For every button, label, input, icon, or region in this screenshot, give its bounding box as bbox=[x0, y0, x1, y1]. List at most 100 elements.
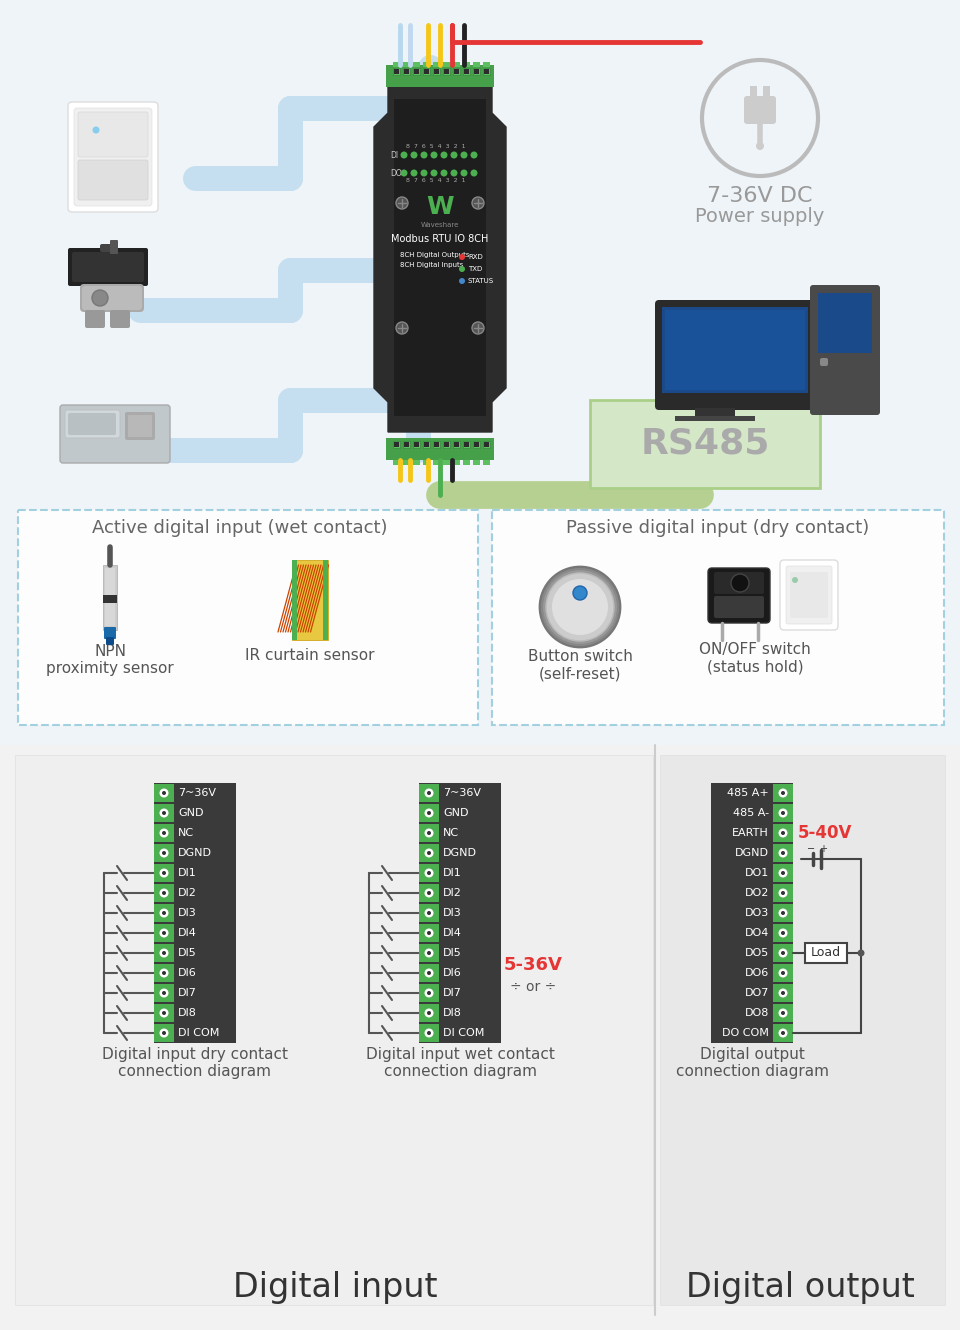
Bar bbox=[419, 864, 439, 882]
Bar bbox=[419, 783, 501, 1043]
Circle shape bbox=[159, 988, 169, 998]
Text: RXD: RXD bbox=[468, 254, 483, 259]
Bar bbox=[464, 442, 469, 447]
Text: Digital output
connection diagram: Digital output connection diagram bbox=[676, 1047, 828, 1079]
Text: Digital input dry contact
connection diagram: Digital input dry contact connection dia… bbox=[102, 1047, 288, 1079]
Text: 485 A+: 485 A+ bbox=[728, 787, 769, 798]
Circle shape bbox=[779, 908, 787, 918]
Text: NPN
proximity sensor: NPN proximity sensor bbox=[46, 644, 174, 676]
Bar bbox=[773, 884, 793, 902]
FancyBboxPatch shape bbox=[780, 560, 838, 630]
Bar bbox=[393, 63, 400, 66]
Text: 5-36V: 5-36V bbox=[504, 956, 563, 974]
FancyBboxPatch shape bbox=[74, 108, 152, 206]
Bar bbox=[773, 964, 793, 982]
Circle shape bbox=[162, 791, 166, 795]
Circle shape bbox=[781, 891, 785, 895]
Circle shape bbox=[573, 587, 587, 600]
Text: Passive digital input (dry contact): Passive digital input (dry contact) bbox=[566, 519, 870, 537]
Bar bbox=[18, 509, 478, 725]
Text: DI8: DI8 bbox=[178, 1008, 197, 1017]
FancyBboxPatch shape bbox=[104, 626, 116, 638]
Circle shape bbox=[781, 931, 785, 935]
Text: DO COM: DO COM bbox=[722, 1028, 769, 1037]
Bar bbox=[154, 964, 174, 982]
Bar bbox=[464, 69, 469, 74]
Circle shape bbox=[162, 871, 166, 875]
Text: Power supply: Power supply bbox=[695, 206, 825, 226]
Bar bbox=[419, 1004, 439, 1021]
FancyBboxPatch shape bbox=[810, 285, 880, 415]
Circle shape bbox=[162, 971, 166, 975]
Circle shape bbox=[779, 809, 787, 818]
Bar bbox=[660, 755, 945, 1305]
Bar bbox=[433, 68, 440, 74]
Bar bbox=[773, 783, 793, 802]
Text: 7~36V: 7~36V bbox=[443, 787, 481, 798]
Circle shape bbox=[424, 789, 434, 798]
Circle shape bbox=[472, 197, 484, 209]
Circle shape bbox=[781, 1011, 785, 1015]
Bar bbox=[393, 460, 400, 465]
Circle shape bbox=[396, 197, 408, 209]
Text: GND: GND bbox=[443, 809, 468, 818]
FancyBboxPatch shape bbox=[68, 247, 148, 286]
Circle shape bbox=[424, 908, 434, 918]
Bar bbox=[483, 68, 490, 74]
Text: 5-40V: 5-40V bbox=[798, 825, 852, 842]
Circle shape bbox=[427, 871, 431, 875]
Bar bbox=[453, 63, 460, 66]
Bar bbox=[483, 63, 490, 66]
Text: DI COM: DI COM bbox=[178, 1028, 220, 1037]
Text: DI7: DI7 bbox=[178, 988, 197, 998]
Bar bbox=[453, 460, 460, 465]
FancyBboxPatch shape bbox=[78, 160, 148, 200]
Bar bbox=[773, 984, 793, 1001]
Circle shape bbox=[159, 968, 169, 978]
FancyBboxPatch shape bbox=[72, 251, 144, 282]
Text: DO4: DO4 bbox=[745, 928, 769, 938]
Circle shape bbox=[162, 891, 166, 895]
Bar bbox=[483, 460, 490, 465]
Bar bbox=[154, 984, 174, 1001]
FancyBboxPatch shape bbox=[128, 415, 152, 438]
Bar bbox=[103, 565, 117, 630]
Circle shape bbox=[400, 169, 407, 177]
Bar bbox=[662, 307, 808, 392]
Bar bbox=[154, 783, 236, 1043]
Text: +: + bbox=[819, 845, 827, 854]
Bar bbox=[154, 805, 174, 822]
Bar bbox=[154, 864, 174, 882]
Bar bbox=[15, 755, 653, 1305]
Text: ÷ or ÷: ÷ or ÷ bbox=[510, 980, 556, 994]
Text: DGND: DGND bbox=[735, 849, 769, 858]
Circle shape bbox=[779, 849, 787, 858]
FancyBboxPatch shape bbox=[714, 596, 764, 618]
Text: 485 A-: 485 A- bbox=[732, 809, 769, 818]
Circle shape bbox=[162, 851, 166, 855]
Bar bbox=[695, 408, 735, 418]
FancyBboxPatch shape bbox=[110, 310, 130, 329]
Bar bbox=[419, 904, 439, 922]
Circle shape bbox=[779, 988, 787, 998]
Bar bbox=[773, 845, 793, 862]
Bar bbox=[484, 442, 489, 447]
Bar bbox=[404, 442, 409, 447]
Circle shape bbox=[159, 829, 169, 838]
Bar bbox=[423, 63, 430, 66]
Circle shape bbox=[430, 152, 438, 158]
Circle shape bbox=[427, 831, 431, 835]
Bar bbox=[424, 442, 429, 447]
Circle shape bbox=[472, 322, 484, 334]
Bar bbox=[419, 884, 439, 902]
Bar bbox=[414, 442, 419, 447]
Circle shape bbox=[159, 1008, 169, 1017]
Bar bbox=[154, 924, 174, 942]
Bar bbox=[394, 98, 486, 416]
Bar bbox=[423, 460, 430, 465]
Bar bbox=[453, 442, 460, 448]
Bar bbox=[463, 63, 470, 66]
Bar bbox=[484, 69, 489, 74]
FancyBboxPatch shape bbox=[68, 414, 116, 435]
Text: DI3: DI3 bbox=[178, 908, 197, 918]
